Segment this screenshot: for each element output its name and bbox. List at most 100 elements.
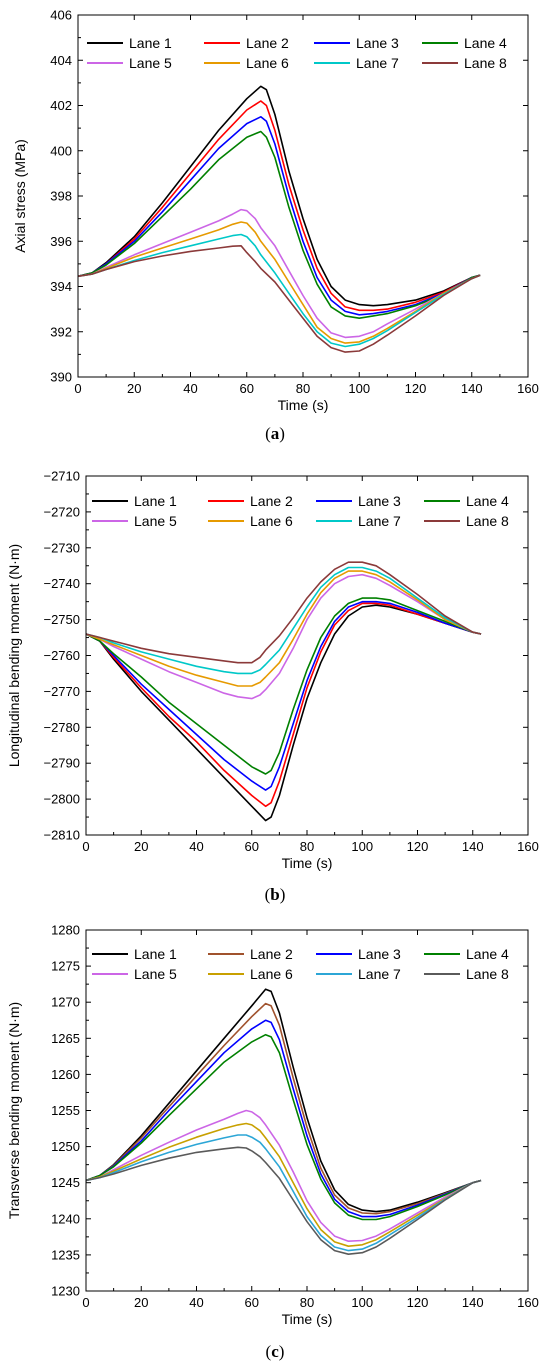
series-line-lane-8 (85, 1146, 482, 1256)
y-tick-label: 1265 (51, 1031, 80, 1046)
x-axis-label: Time (s) (282, 1311, 333, 1327)
y-tick-label: 1250 (51, 1139, 80, 1154)
panel-c: 0 20 40 60 80 100 120 140 160 1230 1235 1240 1245 125… (0, 914, 550, 1371)
x-tick-label: 120 (407, 839, 429, 854)
series-line-lane-5 (85, 573, 482, 700)
series-line-lane-5 (85, 1109, 482, 1243)
y-axis-label: Transverse bending moment (N·m) (6, 1002, 22, 1219)
x-tick-label: 120 (407, 1295, 429, 1310)
y-tick-label: 1240 (51, 1211, 80, 1226)
legend-label-lane-6: Lane 6 (250, 513, 293, 529)
x-tick-label: 140 (462, 1295, 484, 1310)
series-line-lane-6 (85, 1122, 482, 1248)
series-line-lane-3 (77, 116, 481, 316)
legend-label-lane-8: Lane 8 (464, 55, 507, 71)
x-tick-label: 60 (245, 1295, 259, 1310)
y-tick-label: −2730 (43, 540, 80, 555)
x-tick-label: 0 (82, 839, 89, 854)
legend-label-lane-5: Lane 5 (134, 513, 177, 529)
legend-label-lane-8: Lane 8 (466, 513, 509, 529)
series-line-lane-7 (85, 566, 482, 675)
legend-label-lane-2: Lane 2 (250, 946, 293, 962)
legend-label-lane-5: Lane 5 (134, 966, 177, 982)
x-tick-label: 60 (245, 839, 259, 854)
series-line-lane-1 (85, 988, 482, 1213)
series-line-lane-3 (85, 600, 482, 791)
legend-label-lane-6: Lane 6 (246, 55, 289, 71)
y-tick-label: 398 (50, 189, 72, 204)
legend-label-lane-3: Lane 3 (356, 35, 399, 51)
x-tick-label: 100 (351, 839, 373, 854)
legend-label-lane-2: Lane 2 (246, 35, 289, 51)
x-tick-label: 160 (517, 1295, 539, 1310)
y-tick-label: −2780 (43, 720, 80, 735)
legend: Lane 1 Lane 2 Lane 3 Lane 4 Lane 5 Lane 6 Lane… (87, 35, 507, 71)
legend-label-lane-7: Lane 7 (356, 55, 399, 71)
series-line-lane-8 (77, 245, 481, 353)
x-tick-label: 80 (296, 381, 310, 396)
series-line-lane-5 (77, 208, 481, 339)
y-tick-label: 392 (50, 324, 72, 339)
x-tick-label: 100 (348, 381, 370, 396)
legend-label-lane-4: Lane 4 (464, 35, 507, 51)
series-line-lane-2 (85, 1002, 482, 1215)
panel-a-caption: (a) (265, 424, 285, 443)
series-line-lane-4 (85, 1033, 482, 1221)
legend-label-lane-7: Lane 7 (358, 966, 401, 982)
y-tick-label: −2710 (43, 469, 80, 484)
panel-b-label: b (270, 885, 280, 904)
y-tick-label: 396 (50, 234, 72, 249)
series-line-lane-4 (85, 597, 482, 775)
y-tick-label: −2720 (43, 504, 80, 519)
series-line-lane-6 (77, 221, 481, 344)
series-line-lane-7 (77, 233, 481, 348)
series-line-lane-6 (85, 570, 482, 687)
y-tick-label: 1235 (51, 1247, 80, 1262)
x-tick-label: 80 (300, 839, 314, 854)
legend-label-lane-3: Lane 3 (358, 946, 401, 962)
plot-frame (85, 929, 529, 1292)
series-line-lane-3 (85, 1019, 482, 1218)
chart-a-axial-stress: 0 20 40 60 80 100 120 140 160 390 392 394 396 398 400 4… (12, 8, 539, 414)
x-tick-label: 40 (183, 381, 197, 396)
x-tick-label: 20 (127, 381, 141, 396)
chart-b-longitudinal-moment: 0 20 40 60 80 100 120 140 160 −2810 −2800 −2790 −278… (6, 469, 539, 872)
x-tick-label: 40 (189, 1295, 203, 1310)
panel-b-caption: (b) (264, 885, 286, 904)
series-line-lane-8 (85, 561, 482, 664)
x-tick-label: 80 (300, 1295, 314, 1310)
y-tick-label: 402 (50, 98, 72, 113)
panel-a: 0 20 40 60 80 100 120 140 160 390 392 394 396 398 400 4… (0, 0, 550, 452)
x-tick-label: 140 (461, 381, 483, 396)
y-tick-label: 1275 (51, 959, 80, 974)
y-tick-label: −2750 (43, 612, 80, 627)
legend-label-lane-2: Lane 2 (250, 493, 293, 509)
panel-b: 0 20 40 60 80 100 120 140 160 −2810 −2800 −2790 −278… (0, 457, 550, 914)
legend-label-lane-3: Lane 3 (358, 493, 401, 509)
y-tick-label: 1260 (51, 1067, 80, 1082)
y-axis-label: Longitudinal bending moment (N·m) (6, 544, 22, 767)
y-tick-label: −2810 (43, 828, 80, 843)
legend-label-lane-6: Lane 6 (250, 966, 293, 982)
x-tick-label: 60 (240, 381, 254, 396)
x-tick-label: 160 (517, 839, 539, 854)
legend-label-lane-5: Lane 5 (129, 55, 172, 71)
y-tick-label: −2790 (43, 756, 80, 771)
series-line-lane-2 (85, 602, 482, 808)
x-tick-label: 20 (134, 839, 148, 854)
chart-c-transverse-moment: 0 20 40 60 80 100 120 140 160 1230 1235 1240 1245 125… (6, 923, 539, 1328)
x-tick-label: 100 (351, 1295, 373, 1310)
y-tick-label: 1280 (51, 923, 80, 938)
legend: Lane 1 Lane 2 Lane 3 Lane 4 Lane 5 Lane 6 Lane… (92, 946, 509, 982)
panel-c-caption: (c) (265, 1342, 285, 1361)
x-tick-label: 160 (517, 381, 539, 396)
legend: Lane 1 Lane 2 Lane 3 Lane 4 Lane 5 Lane 6 Lane… (92, 493, 509, 529)
y-tick-label: 1230 (51, 1284, 80, 1299)
y-tick-label: −2740 (43, 576, 80, 591)
x-tick-label: 20 (134, 1295, 148, 1310)
legend-label-lane-1: Lane 1 (134, 946, 177, 962)
legend-label-lane-8: Lane 8 (466, 966, 509, 982)
y-tick-label: −2800 (43, 792, 80, 807)
x-tick-label: 0 (74, 381, 81, 396)
legend-label-lane-4: Lane 4 (466, 493, 509, 509)
